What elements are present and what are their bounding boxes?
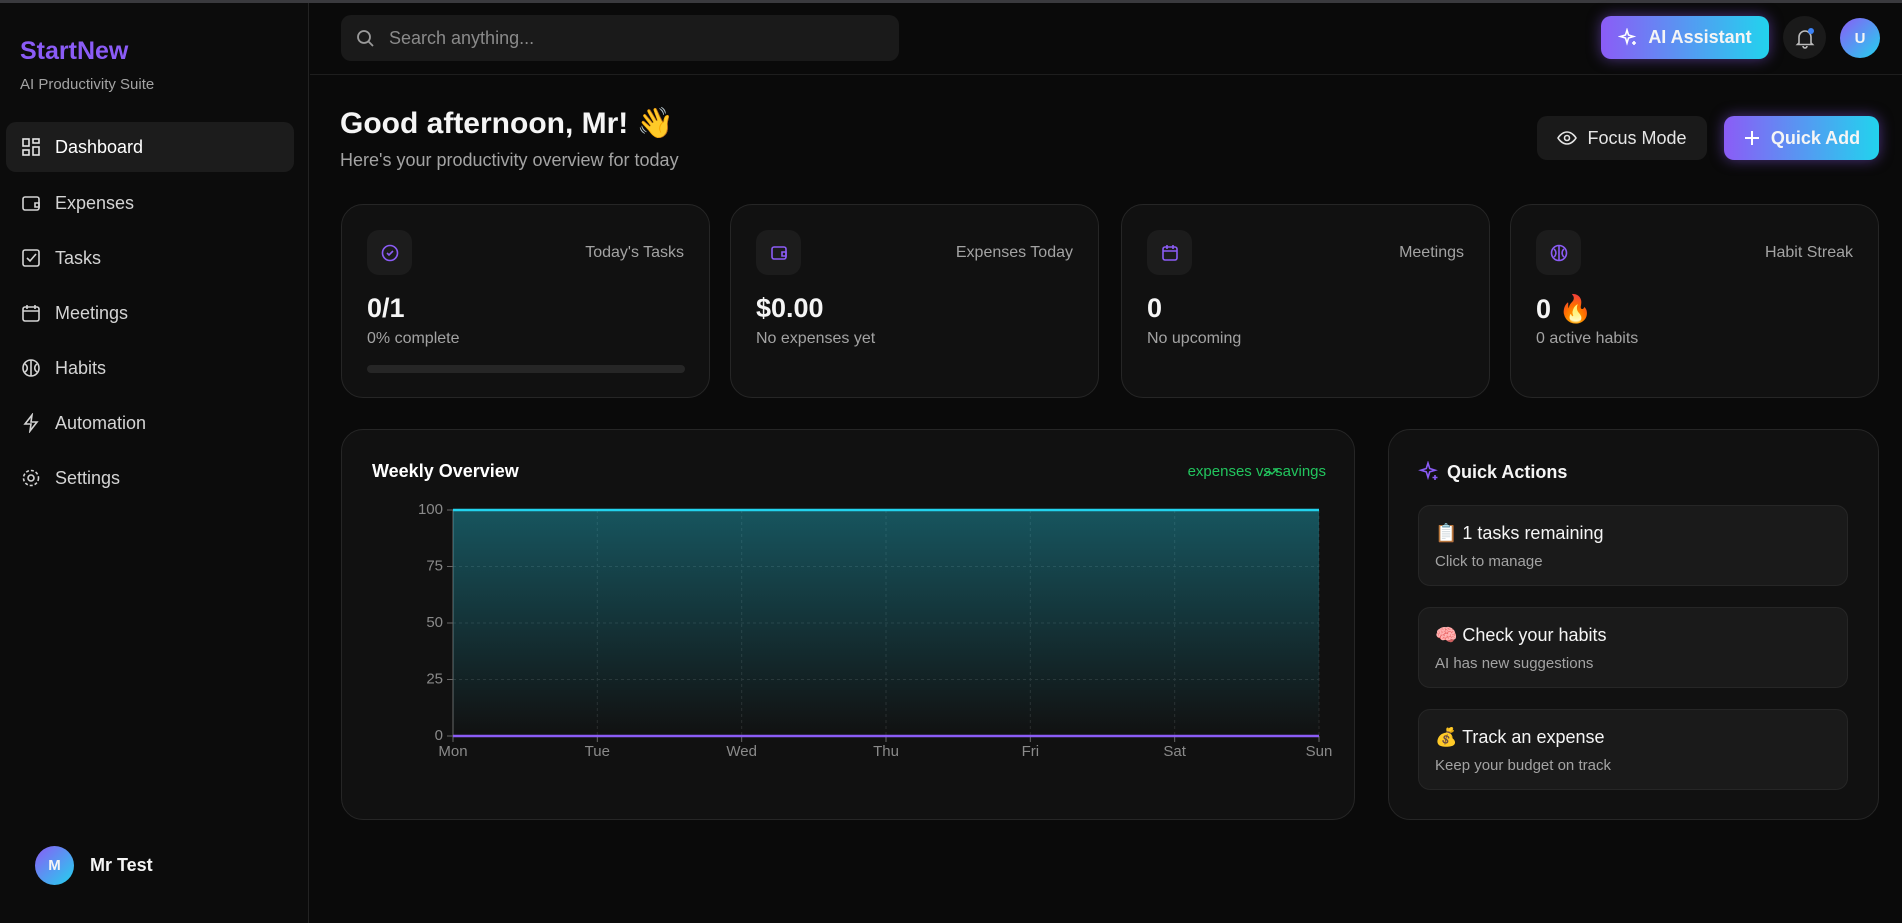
- sparkle-icon: [1418, 461, 1438, 481]
- stat-value: $0.00: [756, 293, 824, 323]
- search-icon: [357, 30, 374, 47]
- action-title: 🧠 Check your habits: [1435, 625, 1607, 645]
- nav-item[interactable]: Meetings: [6, 288, 294, 338]
- user-avatar[interactable]: M: [35, 846, 74, 885]
- stat-card: Habit Streak 0 🔥 0 active habits: [1510, 204, 1879, 398]
- stat-icon: [1536, 230, 1581, 275]
- user-name: Mr Test: [90, 855, 153, 875]
- action-subtitle: Keep your budget on track: [1435, 757, 1611, 774]
- stat-icon: [756, 230, 801, 275]
- icon: [22, 249, 40, 267]
- stat-value: 0 🔥: [1536, 294, 1593, 324]
- stat-note: 0 active habits: [1536, 330, 1639, 347]
- quick-actions-card: Quick Actions 📋 1 tasks remaining Click …: [1388, 429, 1879, 820]
- action-title: 💰 Track an expense: [1435, 727, 1605, 747]
- stat-label: Meetings: [1399, 244, 1464, 261]
- notifications[interactable]: [1783, 16, 1826, 59]
- action-title: 📋 1 tasks remaining: [1435, 523, 1604, 543]
- stat-note: No expenses yet: [756, 330, 876, 347]
- bell-icon: [1795, 27, 1814, 49]
- progress-track: [367, 365, 685, 373]
- nav-label: Tasks: [55, 247, 102, 268]
- y-tick-label: 50: [426, 614, 443, 631]
- quick-add-button[interactable]: Quick Add: [1724, 116, 1879, 160]
- chart-card: Weekly Overview expenses vs savings 0 25 5…: [341, 429, 1355, 820]
- action-subtitle: Click to manage: [1435, 553, 1543, 570]
- x-tick-label: Sun: [1306, 743, 1333, 760]
- icon: [22, 359, 40, 377]
- nav-label: Habits: [55, 357, 107, 378]
- focus-mode-button[interactable]: Focus Mode: [1537, 116, 1707, 160]
- quick-action[interactable]: 💰 Track an expense Keep your budget on t…: [1418, 709, 1848, 790]
- y-tick-label: 75: [426, 557, 443, 574]
- y-tick-label: 100: [418, 501, 443, 518]
- icon: [22, 469, 40, 487]
- user-avatar[interactable]: U: [1840, 18, 1880, 58]
- nav-label: Expenses: [55, 192, 135, 213]
- stat-value: 0/1: [367, 293, 405, 323]
- nav-item[interactable]: Settings: [6, 453, 294, 503]
- window-edge: [0, 0, 1902, 3]
- stat-value: 0: [1147, 293, 1163, 323]
- x-tick-label: Tue: [585, 743, 610, 760]
- tagline: AI Productivity Suite: [20, 76, 155, 93]
- button-label: Focus Mode: [1587, 127, 1687, 148]
- stat-icon: [367, 230, 412, 275]
- action-subtitle: AI has new suggestions: [1435, 655, 1594, 672]
- quick-action[interactable]: 📋 1 tasks remaining Click to manage: [1418, 505, 1848, 586]
- stat-card: Expenses Today $0.00 No expenses yet: [730, 204, 1099, 398]
- quick-actions-title: Quick Actions: [1447, 462, 1568, 482]
- nav-label: Settings: [55, 467, 121, 488]
- icon: [1557, 131, 1578, 145]
- x-tick-label: Thu: [873, 743, 899, 760]
- stat-note: No upcoming: [1147, 330, 1242, 347]
- nav-label: Dashboard: [55, 136, 144, 157]
- search-box[interactable]: Search anything...: [341, 15, 899, 61]
- y-tick-label: 0: [435, 727, 443, 744]
- nav-item[interactable]: Dashboard: [6, 122, 294, 172]
- trend-icon: [1263, 468, 1278, 477]
- x-tick-label: Sat: [1163, 743, 1186, 760]
- stat-label: Expenses Today: [955, 244, 1073, 261]
- topbar: [310, 3, 1902, 75]
- nav-item[interactable]: Automation: [6, 398, 294, 448]
- nav-label: Automation: [55, 412, 147, 433]
- nav-item[interactable]: Expenses: [6, 178, 294, 228]
- stat-label: Today's Tasks: [585, 244, 684, 261]
- icon: [22, 305, 40, 322]
- stat-icon: [1147, 230, 1192, 275]
- quick-action[interactable]: 🧠 Check your habits AI has new suggestio…: [1418, 607, 1848, 688]
- stat-label: Habit Streak: [1764, 244, 1853, 261]
- greeting: Good afternoon, Mr! 👋: [340, 107, 674, 140]
- stat-note: 0% complete: [367, 330, 460, 347]
- search-placeholder: Search anything...: [389, 27, 535, 48]
- icon: [22, 138, 40, 156]
- icon: [1618, 27, 1637, 46]
- x-tick-label: Wed: [726, 743, 757, 760]
- x-tick-label: Fri: [1022, 743, 1039, 760]
- x-tick-label: Mon: [438, 743, 467, 760]
- brand[interactable]: StartNew: [20, 37, 129, 65]
- nav-label: Meetings: [55, 302, 129, 323]
- nav-item[interactable]: Habits: [6, 343, 294, 393]
- icon: [23, 413, 39, 433]
- area: [453, 510, 1319, 736]
- chart-annotation: expenses vs savings: [1188, 463, 1326, 480]
- button-label: Quick Add: [1770, 127, 1861, 148]
- stat-card: Meetings 0 No upcoming: [1121, 204, 1490, 398]
- button-label: AI Assistant: [1648, 27, 1752, 47]
- subtitle: Here's your productivity overview for to…: [340, 150, 679, 170]
- y-tick-label: 25: [426, 670, 443, 687]
- chart-title: Weekly Overview: [372, 461, 520, 481]
- icon: [22, 196, 40, 211]
- sidebar: StartNew AI Productivity Suite Dashboard…: [0, 3, 309, 923]
- chart: Weekly Overview expenses vs savings 0 25 5…: [372, 461, 1333, 760]
- ai-assistant-button[interactable]: AI Assistant: [1601, 16, 1769, 59]
- icon: [1744, 131, 1759, 145]
- nav-item[interactable]: Tasks: [6, 233, 294, 283]
- stat-card: Today's Tasks 0/1 0% complete: [341, 204, 710, 398]
